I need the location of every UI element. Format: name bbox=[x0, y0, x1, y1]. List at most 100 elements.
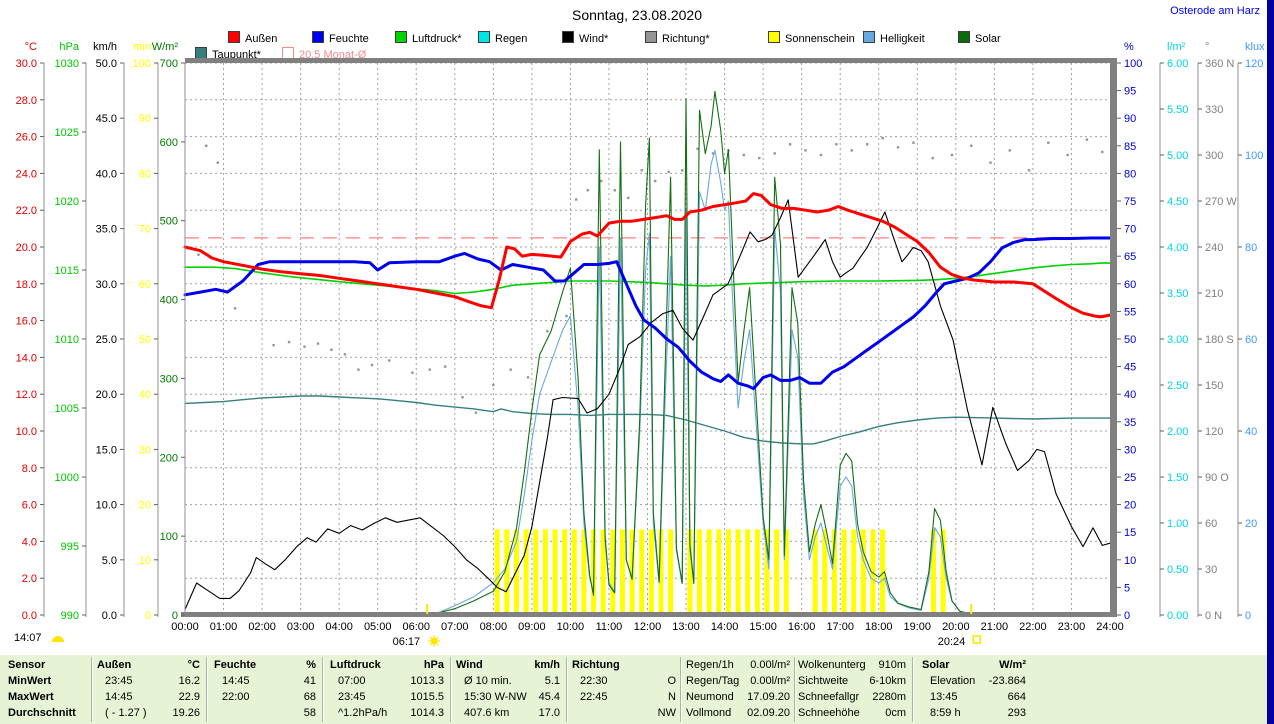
stat-unit-aussen: °C bbox=[187, 659, 200, 671]
svg-text:100: 100 bbox=[133, 58, 151, 70]
svg-text:13:00: 13:00 bbox=[672, 621, 700, 633]
svg-text:1.00: 1.00 bbox=[1167, 518, 1188, 530]
stat-aussen-value: 16.2 bbox=[178, 675, 200, 687]
stat-unit-solar: W/m² bbox=[999, 659, 1026, 671]
legend-label-aussen: Außen bbox=[245, 33, 278, 45]
svg-text:0.50: 0.50 bbox=[1167, 564, 1188, 576]
svg-text:10: 10 bbox=[139, 555, 151, 567]
stat-richtung-label: 22:30 bbox=[580, 675, 608, 687]
legend-item-luftdruck[interactable]: Luftdruck* bbox=[395, 31, 462, 45]
svg-text:28.0: 28.0 bbox=[16, 95, 37, 107]
stat-atmo-value: 910m bbox=[878, 659, 906, 671]
legend-item-solar[interactable]: Solar bbox=[958, 31, 1001, 45]
legend-item-wind[interactable]: Wind* bbox=[562, 31, 608, 45]
stats-column-divider bbox=[912, 657, 914, 722]
stat-regen-label: Vollmond bbox=[686, 707, 732, 719]
stat-solar-value: -23.864 bbox=[988, 675, 1026, 687]
svg-text:0: 0 bbox=[1245, 610, 1251, 622]
svg-text:270 W: 270 W bbox=[1205, 196, 1237, 208]
legend-item-helligkeit[interactable]: Helligkeit bbox=[863, 31, 925, 45]
legend-swatch-feuchte-icon bbox=[312, 31, 324, 43]
svg-text:00:00: 00:00 bbox=[171, 621, 199, 633]
stat-header-wind: Wind bbox=[456, 659, 483, 671]
svg-text:40: 40 bbox=[1124, 389, 1136, 401]
legend: Außen Feuchte Luftdruck* Regen Wind* Richtung… bbox=[0, 0, 1274, 62]
svg-text:80: 80 bbox=[139, 168, 151, 180]
legend-swatch-luftdruck-icon bbox=[395, 31, 407, 43]
svg-text:5.0: 5.0 bbox=[102, 555, 117, 567]
sunrise-icon bbox=[428, 635, 441, 647]
legend-label-regen: Regen bbox=[495, 33, 528, 45]
svg-text:30: 30 bbox=[1205, 564, 1217, 576]
series-feuchte bbox=[183, 236, 1112, 391]
svg-text:990: 990 bbox=[61, 610, 79, 622]
svg-text:08:00: 08:00 bbox=[480, 621, 508, 633]
svg-text:1000: 1000 bbox=[55, 472, 79, 484]
legend-item-regen[interactable]: Regen bbox=[478, 31, 528, 45]
svg-text:03:00: 03:00 bbox=[287, 621, 315, 633]
svg-text:90: 90 bbox=[1124, 113, 1136, 125]
svg-text:06:00: 06:00 bbox=[402, 621, 430, 633]
sunset-time: 20:24 bbox=[938, 636, 966, 648]
stats-column-divider bbox=[450, 657, 452, 722]
stat-feuchte-label: 14:45 bbox=[222, 675, 250, 687]
svg-text:l/m²: l/m² bbox=[1167, 41, 1186, 53]
svg-text:70: 70 bbox=[139, 224, 151, 236]
svg-text:20: 20 bbox=[1245, 518, 1257, 530]
stat-richtung-value: N bbox=[668, 691, 676, 703]
stat-wind-label: Ø 10 min. bbox=[464, 675, 512, 687]
stat-feuchte-value: 68 bbox=[303, 691, 316, 703]
sunset-icon bbox=[972, 635, 982, 644]
svg-text:24:00: 24:00 bbox=[1096, 621, 1124, 633]
svg-text:20.0: 20.0 bbox=[96, 389, 117, 401]
stat-row-label: Durchschnitt bbox=[8, 707, 76, 719]
svg-text:20: 20 bbox=[139, 500, 151, 512]
station-link[interactable]: Osterode am Harz bbox=[1170, 5, 1260, 17]
stat-regen-value: 17.09.20 bbox=[747, 691, 790, 703]
stat-solar-label: 8:59 h bbox=[930, 707, 961, 719]
stat-solar-value: 293 bbox=[1007, 707, 1026, 719]
legend-label-feuchte: Feuchte bbox=[329, 33, 369, 45]
svg-text:19:00: 19:00 bbox=[904, 621, 932, 633]
stats-column-divider bbox=[566, 657, 568, 722]
stat-wind-value: 45.4 bbox=[538, 691, 560, 703]
legend-item-sonnenschein[interactable]: Sonnenschein bbox=[768, 31, 855, 45]
stat-aussen-label: ( - 1.27 ) bbox=[105, 707, 147, 719]
svg-text:90 O: 90 O bbox=[1205, 472, 1229, 484]
plot-frame bbox=[181, 58, 1117, 617]
svg-text:W/m²: W/m² bbox=[152, 41, 179, 53]
stats-column-divider bbox=[322, 657, 324, 722]
stat-regen-value: 0.00l/m² bbox=[750, 659, 790, 671]
y-axis-hPa: hPa 990 995 1000 1005 1010 1015 1020 1025 1030 bbox=[55, 41, 87, 622]
legend-item-richtung[interactable]: Richtung* bbox=[645, 31, 710, 45]
svg-text:22.0: 22.0 bbox=[16, 205, 37, 217]
svg-text:1015: 1015 bbox=[55, 265, 79, 277]
svg-text:3.50: 3.50 bbox=[1167, 288, 1188, 300]
svg-text:8.0: 8.0 bbox=[22, 463, 37, 475]
svg-text:600: 600 bbox=[160, 137, 178, 149]
svg-text:210: 210 bbox=[1205, 288, 1223, 300]
svg-text:25.0: 25.0 bbox=[96, 334, 117, 346]
svg-text:02:00: 02:00 bbox=[248, 621, 276, 633]
svg-text:4.00: 4.00 bbox=[1167, 242, 1188, 254]
svg-text:4.0: 4.0 bbox=[22, 536, 37, 548]
legend-item-aussen[interactable]: Außen bbox=[228, 31, 278, 45]
svg-text:360 N: 360 N bbox=[1205, 58, 1234, 70]
svg-text:40.0: 40.0 bbox=[96, 168, 117, 180]
svg-text:180 S: 180 S bbox=[1205, 334, 1234, 346]
stat-luftdruck-value: 1013.3 bbox=[410, 675, 444, 687]
svg-text:18.0: 18.0 bbox=[16, 279, 37, 291]
svg-text:6.0: 6.0 bbox=[22, 500, 37, 512]
svg-text:°C: °C bbox=[25, 41, 37, 53]
stat-unit-luftdruck: hPa bbox=[423, 659, 444, 671]
svg-text:12.0: 12.0 bbox=[16, 389, 37, 401]
stat-regen-label: Neumond bbox=[686, 691, 734, 703]
svg-text:80: 80 bbox=[1245, 242, 1257, 254]
legend-item-feuchte[interactable]: Feuchte bbox=[312, 31, 369, 45]
stat-luftdruck-value: 1015.5 bbox=[410, 691, 444, 703]
svg-text:15.0: 15.0 bbox=[96, 444, 117, 456]
svg-text:35.0: 35.0 bbox=[96, 224, 117, 236]
svg-text:5.50: 5.50 bbox=[1167, 104, 1188, 116]
svg-text:100: 100 bbox=[1245, 150, 1263, 162]
legend-label-richtung: Richtung* bbox=[662, 33, 710, 45]
